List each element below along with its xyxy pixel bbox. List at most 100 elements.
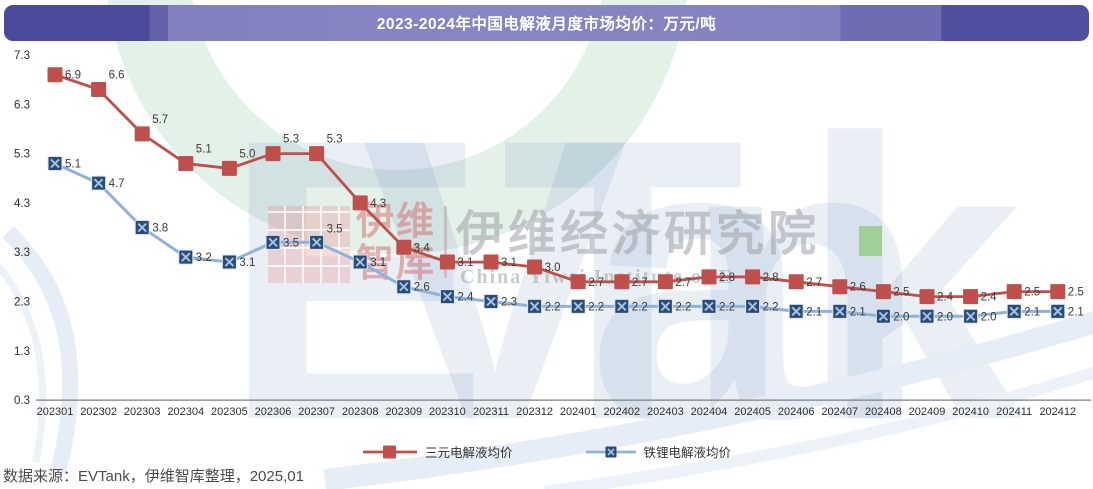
y-axis-tick-label: 5.3 — [14, 149, 30, 161]
y-axis-tick-label: 6.3 — [14, 99, 30, 111]
y-axis-tick-label: 0.3 — [14, 395, 30, 407]
ternary-data-point-marker — [265, 146, 281, 162]
legend-item-ternary: 三元电解液均价 — [362, 442, 513, 461]
lfp-marker-x-glyph — [442, 291, 453, 302]
lfp-marker-x-glyph — [486, 296, 496, 307]
green-ring-decoration — [107, 0, 687, 254]
ternary-data-point-marker — [832, 279, 848, 295]
lfp-marker-x-glyph — [791, 306, 801, 317]
lfp-marker-x-glyph — [704, 301, 714, 312]
x-axis-tick-label: 202411 — [996, 406, 1032, 418]
ternary-data-point-marker — [178, 155, 194, 171]
ternary-data-label: 2.8 — [719, 272, 735, 284]
lfp-marker-x-glyph — [747, 301, 758, 312]
ternary-data-point-marker — [963, 289, 979, 305]
ternary-data-point-marker — [570, 274, 586, 290]
lfp-data-label: 2.1 — [850, 306, 866, 318]
lfp-data-label: 2.4 — [457, 292, 474, 304]
lfp-data-label: 2.0 — [893, 311, 909, 323]
lfp-data-label: 2.3 — [501, 297, 517, 309]
y-axis-tick-label: 2.3 — [14, 297, 30, 309]
x-axis-tick-label: 202308 — [342, 406, 379, 418]
ternary-data-point-marker — [527, 259, 543, 275]
ternary-data-label: 2.4 — [981, 292, 998, 304]
ternary-data-point-marker — [1050, 284, 1066, 300]
swoosh-right-inner — [544, 366, 1093, 489]
x-axis-tick-label: 202402 — [603, 406, 640, 418]
lfp-data-label: 2.1 — [1024, 306, 1040, 318]
x-axis-tick-label: 202302 — [80, 406, 117, 418]
y-axis-tick-label: 4.3 — [14, 198, 30, 210]
legend-marker-ternary — [362, 445, 417, 458]
lfp-data-label: 5.1 — [65, 158, 81, 170]
lfp-data-label: 2.2 — [675, 301, 691, 313]
ternary-data-label: 2.5 — [893, 287, 909, 299]
x-axis-tick-label: 202405 — [734, 406, 771, 418]
ternary-data-label: 2.8 — [763, 272, 779, 284]
lfp-marker-x-glyph — [224, 257, 235, 267]
y-axis-tick-label: 7.3 — [14, 50, 30, 62]
ternary-data-label: 2.6 — [850, 282, 866, 294]
lfp-marker-x-glyph — [181, 252, 191, 262]
ternary-data-label: 5.7 — [152, 114, 168, 126]
lfp-marker-x-glyph — [399, 282, 409, 292]
lfp-data-label: 2.2 — [588, 301, 604, 313]
x-axis-tick-label: 202408 — [865, 406, 902, 418]
lfp-data-label: 2.1 — [1068, 306, 1084, 318]
ternary-data-label: 2.7 — [588, 277, 604, 289]
x-axis-tick-label: 202404 — [691, 406, 728, 418]
lfp-data-label: 2.2 — [763, 301, 779, 313]
ternary-data-point-marker — [352, 195, 368, 211]
ternary-data-label: 4.3 — [370, 198, 386, 210]
x-axis-tick-label: 202305 — [211, 406, 248, 418]
ternary-data-point-marker — [788, 274, 804, 290]
x-axis-tick-label: 202304 — [167, 406, 204, 418]
legend-label-lfp: 铁锂电解液均价 — [643, 446, 732, 460]
ternary-data-label: 5.3 — [283, 134, 299, 146]
ternary-data-label: 3.1 — [457, 257, 473, 269]
lfp-data-label: 3.1 — [239, 257, 255, 269]
x-axis-tick-label: 202409 — [909, 406, 946, 418]
x-axis-tick-label: 202307 — [298, 406, 335, 418]
lfp-marker-x-glyph — [1009, 306, 1019, 317]
legend-x-glyph-lfp — [606, 447, 615, 456]
lfp-data-label: 3.8 — [152, 223, 168, 235]
lfp-data-label: 2.2 — [545, 301, 561, 313]
legend-square-ternary — [382, 445, 396, 458]
lfp-data-label: 2.2 — [632, 301, 648, 313]
lfp-marker-x-glyph — [529, 301, 540, 312]
ternary-data-label: 5.1 — [196, 143, 212, 155]
ternary-data-label: 2.7 — [675, 277, 691, 289]
y-axis-tick-label: 1.3 — [14, 346, 30, 358]
ternary-data-label: 3.1 — [501, 257, 517, 269]
chart-legend: 三元电解液均价 铁锂电解液均价 — [0, 442, 1093, 461]
x-axis-tick-label: 202401 — [560, 406, 597, 418]
green-accent-square — [859, 226, 882, 256]
ternary-data-point-marker — [919, 289, 935, 305]
ternary-data-point-marker — [1006, 284, 1022, 300]
chart-title: 2023-2024年中国电解液月度市场均价：万元/吨 — [376, 16, 717, 33]
x-axis-tick-label: 202309 — [385, 406, 422, 418]
chart-title-bar: 2023-2024年中国电解液月度市场均价：万元/吨 — [4, 5, 1089, 41]
x-axis-tick-label: 202306 — [255, 406, 292, 418]
ternary-data-point-marker — [745, 269, 761, 285]
lfp-marker-x-glyph — [355, 257, 365, 267]
lfp-data-label: 2.2 — [719, 301, 735, 313]
swoosh-right-outer — [323, 311, 1093, 489]
lfp-marker-x-glyph — [93, 178, 104, 188]
lfp-marker-x-glyph — [50, 158, 60, 169]
ternary-data-label: 2.5 — [1068, 287, 1084, 299]
ternary-data-point-marker — [91, 82, 107, 98]
evtank-watermark-text: EVTank — [222, 56, 1025, 489]
lfp-data-label: 3.1 — [370, 257, 386, 269]
lfp-data-label: 3.5 — [283, 237, 299, 249]
x-axis-tick-label: 202403 — [647, 406, 684, 418]
ternary-data-point-marker — [439, 254, 455, 270]
ternary-data-point-marker — [875, 284, 891, 300]
x-axis-tick-label: 202303 — [124, 406, 161, 418]
x-axis-tick-label: 202310 — [429, 406, 466, 418]
lfp-marker-x-glyph — [922, 311, 932, 321]
ternary-data-point-marker — [614, 274, 630, 290]
